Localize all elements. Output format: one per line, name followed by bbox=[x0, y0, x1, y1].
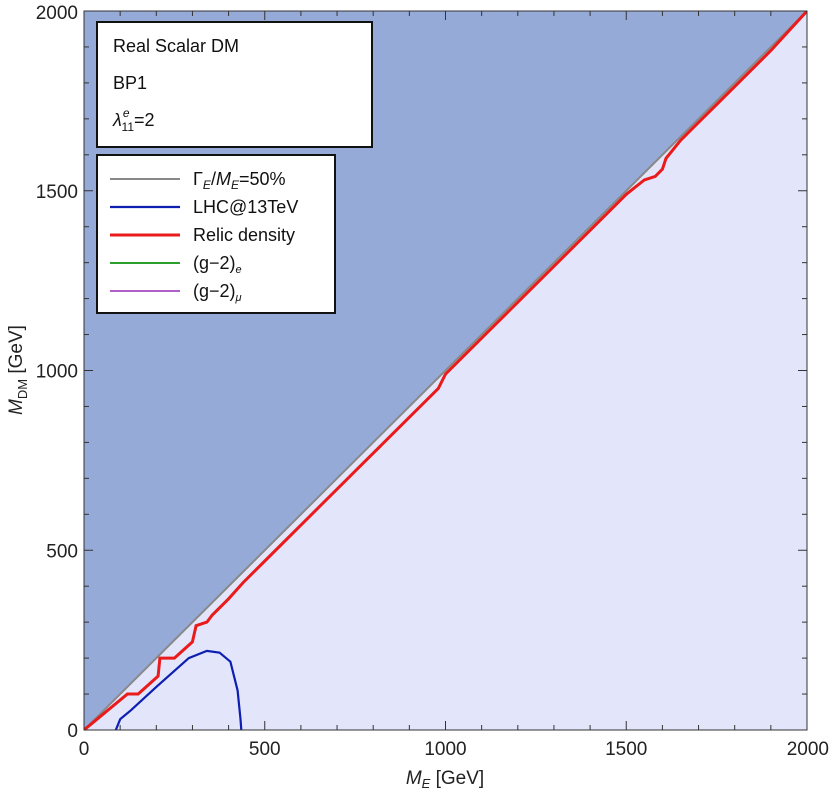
legend-label-lhc: LHC@13TeV bbox=[193, 197, 298, 217]
tick-labels: 0 500 1000 1500 2000 0 500 1000 1500 2000 bbox=[36, 3, 829, 760]
x-tick-label: 1500 bbox=[605, 739, 647, 760]
series-width-line bbox=[84, 11, 807, 730]
legend-label-g2e: (g−2)e bbox=[193, 253, 242, 276]
y-tick-label: 1500 bbox=[36, 182, 78, 203]
x-axis-title: ME [GeV] bbox=[406, 768, 484, 791]
y-tick-label: 500 bbox=[46, 541, 78, 562]
y-tick-label: 0 bbox=[67, 721, 78, 742]
x-tick-label: 0 bbox=[79, 739, 90, 760]
y-tick-label: 1000 bbox=[36, 362, 78, 383]
y-tick-label: 2000 bbox=[36, 3, 78, 24]
info-box-coupling: λe 11=2 bbox=[112, 106, 155, 134]
info-box-title: Real Scalar DM bbox=[113, 36, 239, 56]
legend-label-relic: Relic density bbox=[193, 225, 295, 245]
x-tick-label: 1000 bbox=[424, 739, 466, 760]
series-relic-density bbox=[84, 11, 807, 730]
axis-ticks bbox=[83, 10, 808, 731]
legend-label-g2mu: (g−2)μ bbox=[193, 281, 242, 304]
info-box-benchmark: BP1 bbox=[113, 73, 147, 93]
legend-label-width: ΓE/ME=50% bbox=[193, 169, 286, 192]
info-box: Real Scalar DM BP1 λe 11=2 bbox=[96, 21, 373, 148]
x-tick-label: 2000 bbox=[787, 739, 829, 760]
legend: ΓE/ME=50% LHC@13TeV Relic density (g−2)e… bbox=[96, 154, 336, 314]
series-lhc-13tev bbox=[114, 649, 243, 730]
y-axis-title: MDM [GeV] bbox=[6, 325, 30, 415]
x-tick-label: 500 bbox=[249, 739, 281, 760]
